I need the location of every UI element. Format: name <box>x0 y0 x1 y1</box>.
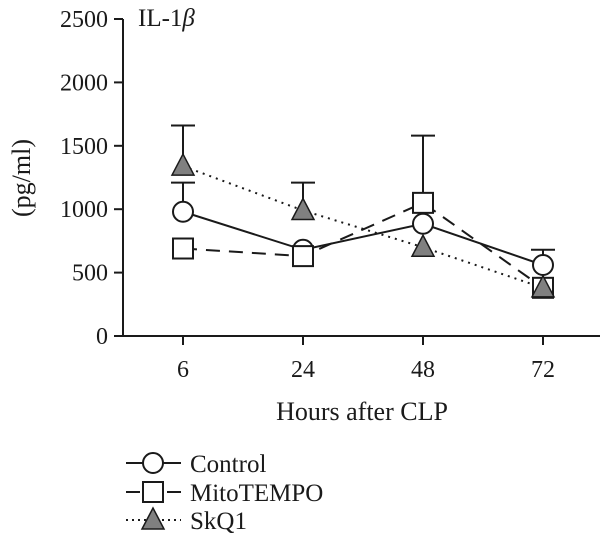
legend-control-marker <box>142 452 164 474</box>
legend-skq1-marker <box>140 506 166 530</box>
x-axis-ticks: 6 24 48 72 <box>177 336 555 383</box>
control-marker <box>532 253 554 276</box>
skq1-marker <box>290 196 316 221</box>
y-tick-label: 2500 <box>60 7 108 33</box>
y-tick-label: 1500 <box>60 134 108 160</box>
y-tick-label: 0 <box>96 324 108 350</box>
series-markers <box>170 152 556 299</box>
y-tick-label: 1000 <box>60 197 108 223</box>
control-marker <box>172 200 194 223</box>
y-axis-title: (pg/ml) <box>7 139 36 217</box>
skq1-marker <box>170 152 196 176</box>
chart-title: IL-1β <box>138 5 195 32</box>
x-tick-label: 48 <box>411 357 435 383</box>
x-tick-label: 72 <box>531 357 555 383</box>
mitotempo-marker <box>412 191 434 214</box>
legend-skq1-label: SkQ1 <box>190 508 247 535</box>
legend-mitotempo-marker <box>142 481 164 503</box>
x-tick-label: 24 <box>291 357 315 383</box>
error-bars <box>171 124 555 265</box>
skq1-marker <box>530 274 556 298</box>
mitotempo-line <box>182 201 544 289</box>
skq1-marker <box>410 233 436 257</box>
legend-mitotempo-label: MitoTEMPO <box>190 480 323 507</box>
mitotempo-marker <box>292 245 314 268</box>
y-axis-ticks: 0 500 1000 1500 2000 2500 <box>60 7 123 350</box>
control-line <box>182 210 544 266</box>
y-tick-label: 500 <box>72 261 108 287</box>
legend-control-label: Control <box>190 451 266 478</box>
x-axis-title: Hours after CLP <box>276 397 448 426</box>
series-lines <box>182 165 544 289</box>
mitotempo-marker <box>172 237 194 260</box>
y-tick-label: 2000 <box>60 70 108 96</box>
x-tick-label: 6 <box>177 357 189 383</box>
control-marker <box>412 212 434 235</box>
skq1-line <box>182 165 544 289</box>
